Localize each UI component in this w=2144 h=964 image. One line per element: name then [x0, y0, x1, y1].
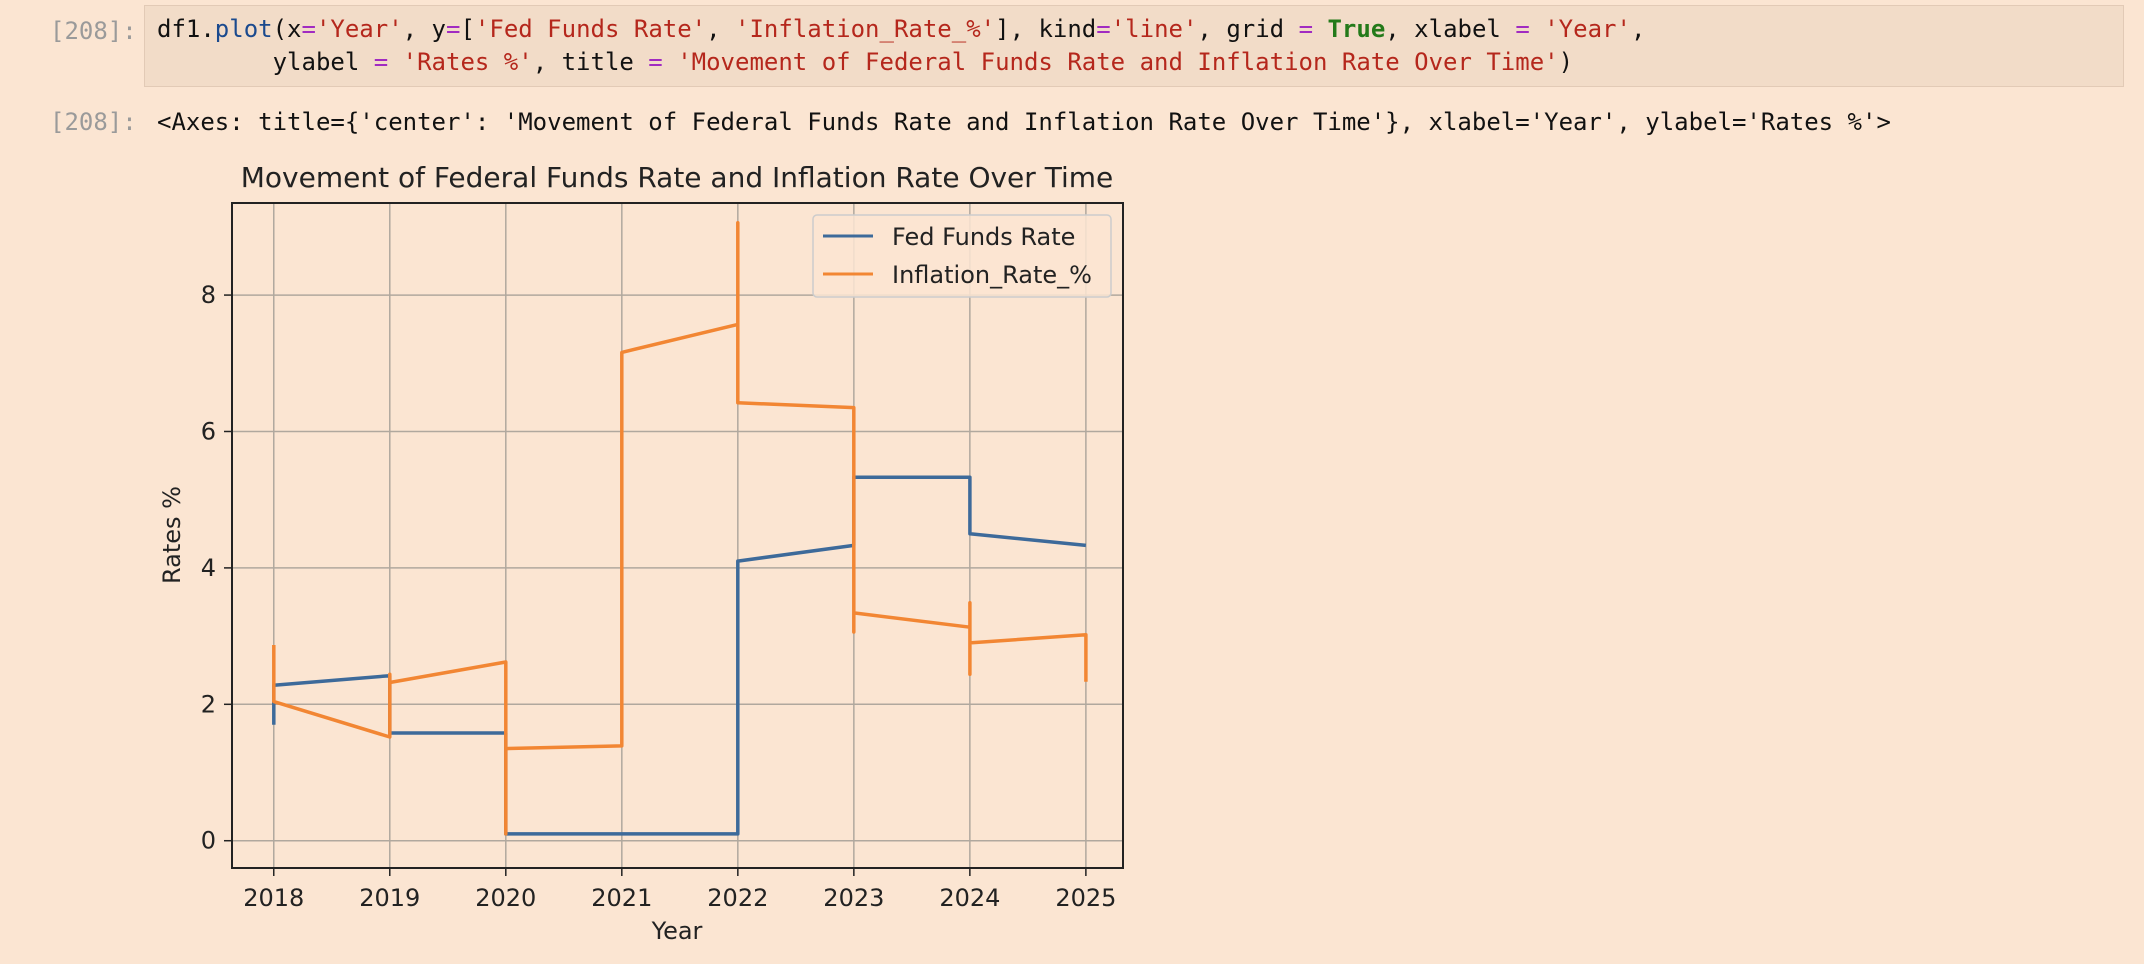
- axis-ticks: 2018 2019 2020 2021 2022 2023 2024 2025 0 2 4 6 8: [201, 281, 1117, 912]
- input-cell[interactable]: [208]: df1.plot(x='Year', y=['Fed Funds …: [0, 5, 2130, 88]
- y-tick-label: 4: [201, 554, 216, 582]
- code-token: ]: [995, 15, 1010, 43]
- plot-frame: [231, 202, 1124, 869]
- code-token: , grid: [1197, 15, 1299, 43]
- code-token: =: [1096, 15, 1111, 43]
- code-token: 'Year': [315, 15, 403, 43]
- code-token: True: [1327, 15, 1386, 43]
- x-tick-label: 2022: [707, 884, 768, 912]
- x-axis-label: Year: [651, 917, 703, 945]
- code-token: [1313, 15, 1327, 43]
- y-tick-label: 2: [201, 690, 216, 718]
- chart-title: Movement of Federal Funds Rate and Infla…: [241, 161, 1113, 194]
- code-token: , y: [402, 15, 447, 43]
- code-token: , title: [532, 48, 649, 76]
- series-line-inflation-rate: [272, 221, 1088, 836]
- series-lines: [272, 221, 1088, 836]
- output-cell: [208]: <Axes: title={'center': 'Movement…: [0, 104, 2130, 136]
- code-token: , xlabel: [1385, 15, 1516, 43]
- x-tick-label: 2019: [359, 884, 420, 912]
- code-token: , kind: [1009, 15, 1097, 43]
- code-token: plot: [214, 15, 273, 43]
- code-token: (x: [272, 15, 302, 43]
- code-token: =: [648, 48, 663, 76]
- code-editor[interactable]: df1.plot(x='Year', y=['Fed Funds Rate', …: [144, 5, 2124, 87]
- chart-legend: Fed Funds Rate Inflation_Rate_%: [812, 214, 1112, 298]
- code-token: [388, 48, 402, 76]
- code-token: =: [1515, 15, 1530, 43]
- x-tick-label: 2020: [475, 884, 536, 912]
- code-token: =: [373, 48, 389, 76]
- code-token: 'Year': [1544, 15, 1631, 43]
- code-token: 'line': [1110, 15, 1198, 43]
- x-tick-label: 2023: [823, 884, 884, 912]
- x-tick-label: 2021: [591, 884, 652, 912]
- legend-box: [812, 214, 1112, 298]
- code-token: ): [1558, 48, 1574, 76]
- y-tick-label: 0: [201, 827, 216, 855]
- code-token: ,: [706, 15, 736, 43]
- code-token: [1530, 15, 1544, 43]
- code-token: 'Inflation_Rate_%': [735, 15, 996, 43]
- legend-label: Fed Funds Rate: [892, 223, 1075, 251]
- code-token: df1.: [157, 15, 215, 43]
- output-prompt: [208]:: [50, 108, 137, 136]
- series-line-fed-funds-rate: [272, 475, 1087, 836]
- code-line-2: ylabel = 'Rates %', title = 'Movement of…: [157, 48, 1573, 76]
- code-token: =: [1298, 15, 1314, 43]
- y-tick-label: 6: [201, 417, 216, 445]
- code-token: 'Fed Funds Rate': [474, 15, 707, 43]
- grid-lines: [232, 203, 1123, 868]
- code-line-1: df1.plot(x='Year', y=['Fed Funds Rate', …: [157, 15, 1645, 43]
- code-token: 'Rates %': [402, 48, 533, 76]
- code-token: 'Movement of Federal Funds Rate and Infl…: [677, 48, 1559, 76]
- code-token: =: [446, 15, 461, 43]
- y-axis-label: Rates %: [158, 486, 186, 584]
- x-tick-label: 2024: [939, 884, 1000, 912]
- x-tick-label: 2025: [1055, 884, 1116, 912]
- x-tick-label: 2018: [243, 884, 304, 912]
- input-prompt: [208]:: [50, 17, 137, 45]
- legend-label: Inflation_Rate_%: [892, 261, 1092, 289]
- code-token: =: [301, 15, 316, 43]
- code-token: [663, 48, 677, 76]
- y-tick-label: 8: [201, 281, 216, 309]
- code-token: [: [460, 15, 475, 43]
- code-token: ylabel: [157, 48, 374, 76]
- output-text: <Axes: title={'center': 'Movement of Fed…: [157, 108, 1891, 136]
- code-token: ,: [1630, 15, 1646, 43]
